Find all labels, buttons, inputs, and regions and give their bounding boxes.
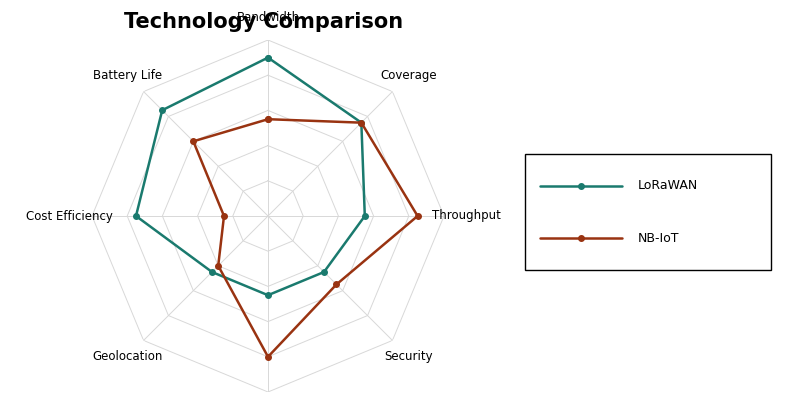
NB-IoT: [189, 139, 198, 144]
LoRaWAN: [263, 55, 273, 60]
LoRaWAN: [360, 214, 370, 218]
LoRaWAN: [158, 108, 167, 113]
Text: LoRaWAN: LoRaWAN: [638, 179, 698, 192]
LoRaWAN: [319, 270, 329, 274]
NB-IoT: [263, 117, 273, 122]
LoRaWAN: [131, 214, 141, 218]
NB-IoT: [357, 120, 366, 125]
LoRaWAN: [207, 270, 217, 274]
LoRaWAN: [263, 293, 273, 298]
NB-IoT: [263, 354, 273, 359]
NB-IoT: [214, 263, 223, 268]
Line: LoRaWAN: LoRaWAN: [134, 55, 367, 298]
Text: NB-IoT: NB-IoT: [638, 232, 679, 245]
NB-IoT: [413, 214, 422, 218]
NB-IoT: [263, 117, 273, 122]
Text: Technology Comparison: Technology Comparison: [125, 12, 403, 32]
NB-IoT: [332, 282, 342, 287]
FancyBboxPatch shape: [525, 154, 771, 270]
LoRaWAN: [357, 120, 366, 125]
NB-IoT: [219, 214, 229, 218]
LoRaWAN: [263, 55, 273, 60]
Line: NB-IoT: NB-IoT: [190, 116, 420, 360]
